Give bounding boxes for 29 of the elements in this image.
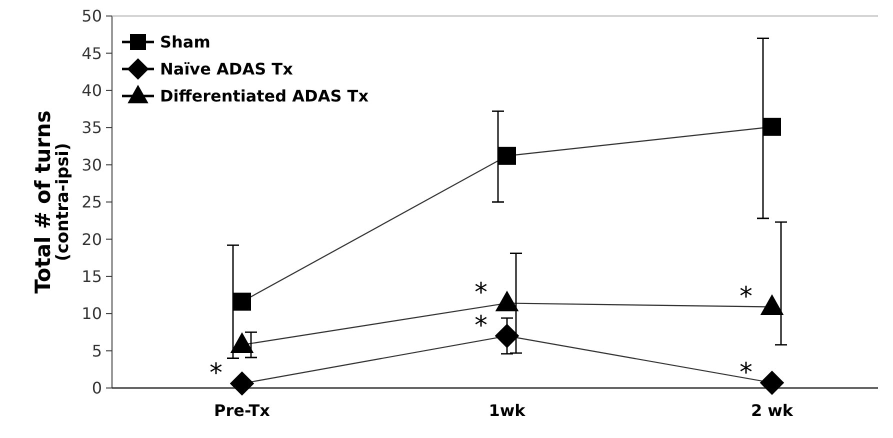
y-tick-label: 15 [82, 267, 102, 286]
legend-label: Naïve ADAS Tx [160, 60, 294, 79]
point [230, 371, 254, 396]
annotation: * [474, 310, 488, 341]
y-tick-label: 30 [82, 155, 102, 174]
y-tick-label: 45 [82, 44, 102, 63]
y-axis-title: Total # of turns (contra-ipsi) [31, 110, 73, 294]
annotation: * [740, 282, 752, 312]
x-tick-label: Pre-Tx [214, 401, 271, 420]
x-tick-label: 1wk [488, 401, 526, 420]
y-tick-label: 35 [82, 118, 102, 138]
point [763, 118, 781, 136]
y-tick-label: 0 [92, 378, 102, 398]
y-tick-label: 40 [82, 81, 102, 100]
legend-label: Sham [160, 32, 210, 52]
y-tick-label: 10 [82, 304, 102, 324]
legend-label: Differentiated ADAS Tx [160, 86, 370, 106]
annotation: * [210, 358, 222, 389]
y-tick-label: 5 [92, 341, 102, 360]
annotation: * [740, 358, 752, 388]
y-tick-label: 50 [82, 6, 102, 26]
y-tick-label: 20 [82, 230, 102, 249]
point [498, 146, 516, 165]
point [494, 324, 520, 348]
y-tick-label: 25 [82, 192, 102, 212]
point [760, 370, 784, 395]
annotation: * [474, 278, 488, 308]
x-tick-label: 2 wk [750, 401, 794, 420]
point [233, 292, 251, 311]
